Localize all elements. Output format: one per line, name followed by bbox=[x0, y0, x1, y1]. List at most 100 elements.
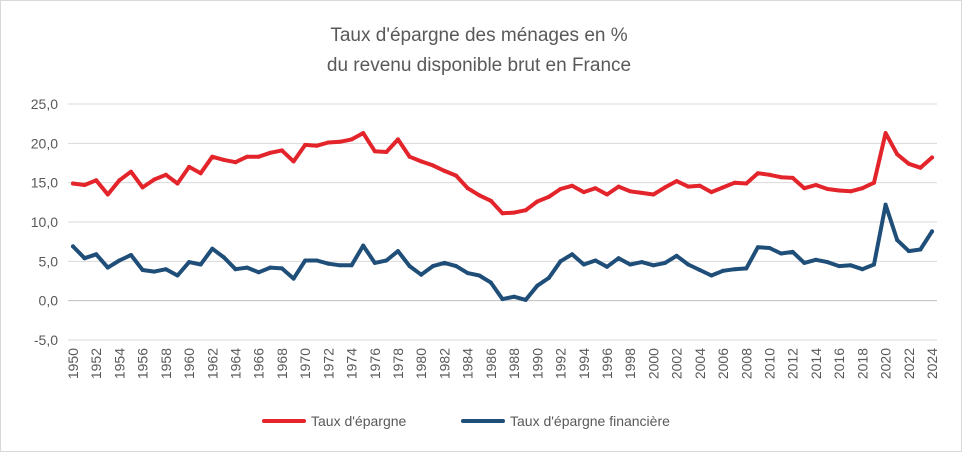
data-point bbox=[163, 267, 168, 272]
data-point bbox=[454, 264, 459, 269]
data-point bbox=[454, 173, 459, 178]
data-point bbox=[187, 164, 192, 169]
data-point bbox=[500, 211, 505, 216]
data-point bbox=[71, 181, 75, 186]
data-point bbox=[349, 137, 354, 142]
data-point bbox=[512, 294, 517, 299]
data-point bbox=[500, 297, 505, 302]
y-tick-label: -5,0 bbox=[34, 332, 58, 348]
data-point bbox=[732, 180, 737, 185]
x-tick-label: 2016 bbox=[831, 348, 847, 379]
data-point bbox=[419, 159, 424, 164]
data-point bbox=[477, 273, 482, 278]
y-tick-label: 15,0 bbox=[31, 175, 58, 191]
series-lines bbox=[71, 131, 934, 302]
data-point bbox=[233, 267, 238, 272]
data-point bbox=[825, 260, 830, 265]
data-point bbox=[291, 159, 296, 164]
data-point bbox=[906, 249, 911, 254]
data-point bbox=[140, 185, 145, 190]
data-point bbox=[697, 268, 702, 272]
data-point bbox=[837, 264, 842, 269]
x-tick-label: 1958 bbox=[158, 348, 174, 379]
x-tick-label: 1978 bbox=[390, 348, 406, 379]
data-point bbox=[848, 263, 853, 268]
data-point bbox=[384, 258, 389, 263]
data-point bbox=[245, 154, 250, 159]
x-tick-label: 2014 bbox=[808, 348, 824, 379]
x-tick-label: 2022 bbox=[901, 348, 917, 379]
x-tick-label: 2020 bbox=[878, 348, 894, 379]
chart-subtitle: du revenu disponible brut en France bbox=[327, 55, 631, 76]
data-point bbox=[384, 150, 389, 154]
x-axis-ticks: 1950 1952 1954 1956 1958 1960 1962 1964 1966 1968… bbox=[65, 348, 940, 379]
x-tick-label: 1968 bbox=[274, 348, 290, 379]
legend-label: Taux d'épargne bbox=[311, 413, 407, 429]
data-point bbox=[663, 260, 667, 265]
x-tick-label: 2002 bbox=[669, 348, 685, 379]
data-point bbox=[256, 154, 261, 159]
data-point bbox=[82, 256, 87, 261]
data-point bbox=[790, 249, 795, 254]
data-point bbox=[732, 267, 737, 272]
data-point bbox=[175, 273, 180, 278]
data-point bbox=[930, 229, 934, 234]
data-point bbox=[210, 154, 215, 159]
data-point bbox=[291, 276, 296, 281]
data-point bbox=[477, 193, 482, 198]
data-point bbox=[918, 247, 923, 252]
data-point bbox=[605, 192, 609, 197]
data-point bbox=[802, 260, 807, 265]
data-point bbox=[883, 131, 888, 136]
x-tick-label: 1952 bbox=[88, 348, 104, 379]
data-point bbox=[872, 262, 876, 267]
data-point bbox=[860, 186, 865, 191]
data-point bbox=[767, 172, 772, 177]
data-point bbox=[825, 187, 830, 191]
data-point bbox=[674, 179, 679, 184]
data-point bbox=[535, 283, 540, 288]
data-point bbox=[372, 149, 377, 154]
data-point bbox=[872, 180, 876, 185]
x-tick-label: 1988 bbox=[506, 348, 522, 379]
data-point bbox=[755, 245, 760, 250]
data-point bbox=[605, 264, 609, 269]
x-tick-label: 2024 bbox=[924, 348, 940, 379]
x-tick-label: 1966 bbox=[251, 348, 267, 379]
data-point bbox=[303, 258, 308, 263]
data-point bbox=[338, 263, 342, 268]
data-point bbox=[546, 194, 551, 199]
data-point bbox=[117, 178, 122, 183]
data-point bbox=[523, 297, 528, 302]
data-point bbox=[790, 175, 795, 180]
data-point bbox=[314, 258, 319, 263]
x-tick-label: 2004 bbox=[692, 348, 708, 379]
data-point bbox=[593, 186, 598, 191]
data-point bbox=[628, 189, 633, 194]
x-tick-label: 1992 bbox=[553, 348, 569, 379]
data-point bbox=[326, 140, 331, 145]
x-tick-label: 1970 bbox=[297, 348, 313, 379]
data-point bbox=[593, 258, 598, 263]
data-point bbox=[175, 181, 180, 186]
data-point bbox=[697, 183, 702, 188]
data-point bbox=[279, 266, 284, 271]
chart-title: Taux d'épargne des ménages en % bbox=[330, 25, 627, 46]
data-point bbox=[442, 260, 447, 265]
data-point bbox=[268, 265, 273, 270]
data-point bbox=[361, 243, 366, 248]
data-point bbox=[407, 264, 412, 269]
x-tick-label: 1986 bbox=[483, 348, 499, 379]
x-tick-label: 1974 bbox=[344, 348, 360, 379]
data-point bbox=[430, 163, 435, 168]
data-point bbox=[430, 264, 435, 269]
y-tick-label: 10,0 bbox=[31, 214, 58, 230]
x-tick-label: 2012 bbox=[785, 348, 801, 379]
data-point bbox=[581, 190, 586, 195]
data-point bbox=[802, 186, 807, 191]
data-point bbox=[813, 257, 818, 262]
data-point bbox=[221, 157, 226, 162]
data-point bbox=[906, 161, 911, 166]
data-point bbox=[245, 265, 250, 270]
x-tick-label: 1976 bbox=[367, 348, 383, 379]
